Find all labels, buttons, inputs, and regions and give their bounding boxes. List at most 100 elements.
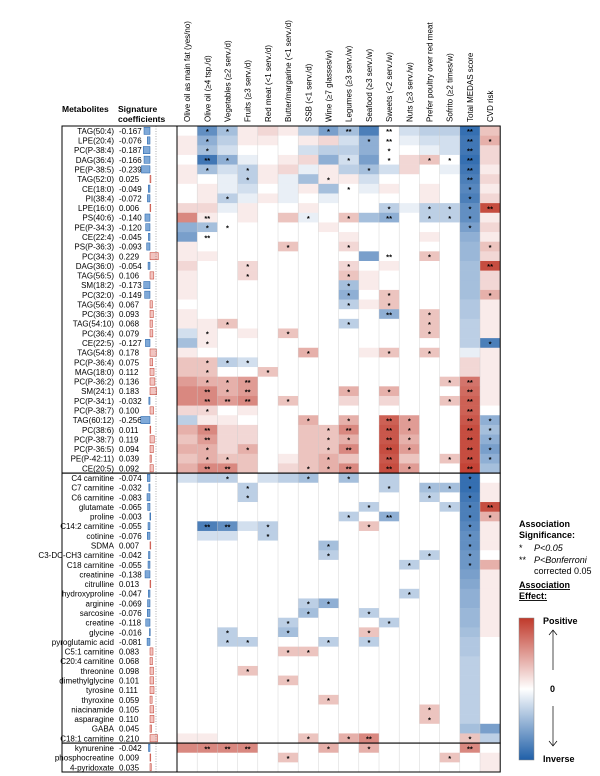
metabolite-label: SM(24:1)	[81, 387, 114, 396]
heatmap-cell	[298, 299, 319, 310]
heatmap-cell	[278, 588, 299, 599]
heatmap-cell	[439, 444, 461, 455]
significance-mark: **	[467, 455, 473, 464]
heatmap-cell	[217, 608, 238, 619]
heatmap-cell	[459, 453, 481, 464]
heatmap-cell	[338, 145, 360, 156]
coefficient-bar	[146, 493, 151, 502]
heatmap-cell	[338, 617, 360, 628]
heatmap-cell	[217, 733, 238, 744]
heatmap-cell	[318, 367, 339, 377]
significance-mark: *	[347, 513, 350, 522]
heatmap-cell	[298, 193, 319, 204]
heatmap-cell	[480, 656, 501, 667]
heatmap-cell	[237, 367, 259, 377]
significance-mark: *	[468, 542, 471, 551]
heatmap-cell	[358, 627, 380, 638]
heatmap-cell	[278, 270, 299, 281]
heatmap-cell	[399, 203, 420, 214]
metabolite-label: hydroxyproline	[62, 590, 115, 599]
heatmap-cell	[177, 492, 198, 503]
heatmap-cell	[338, 270, 360, 281]
heatmap-cell	[237, 289, 259, 300]
heatmap-cell	[439, 733, 461, 744]
heatmap-cell	[177, 588, 198, 599]
heatmap-cell	[338, 762, 360, 773]
heatmap-cell	[237, 463, 259, 474]
heatmap-cell	[338, 174, 360, 185]
heatmap-cell	[358, 762, 380, 773]
heatmap-cell	[257, 694, 279, 705]
heatmap-cell	[358, 222, 380, 233]
heatmap-cell	[338, 511, 360, 522]
heatmap-cell	[237, 511, 259, 522]
heatmap-cell	[298, 174, 319, 185]
metabolite-label: PC(36:4)	[82, 329, 114, 338]
significance-mark: *	[226, 127, 229, 136]
heatmap-cell	[379, 733, 400, 744]
heatmap-cell	[278, 463, 299, 474]
heatmap-cell	[278, 183, 299, 194]
coefficient-label: 0.013	[119, 580, 140, 589]
heatmap-cell	[480, 473, 501, 484]
metabolite-label: DAG(36:4)	[76, 156, 115, 165]
heatmap-cell	[399, 627, 420, 638]
heatmap-cell	[419, 280, 440, 291]
heatmap-cell	[298, 309, 319, 320]
heatmap-cell	[257, 280, 279, 291]
heatmap-cell	[237, 559, 259, 570]
heatmap-cell	[358, 540, 380, 551]
heatmap-cell	[278, 646, 299, 657]
coefficient-bar	[148, 233, 151, 241]
heatmap-cell	[318, 318, 339, 329]
heatmap-cell	[278, 357, 299, 368]
heatmap-cell	[399, 424, 420, 435]
significance-mark: *	[367, 629, 370, 638]
heatmap-cell	[257, 762, 279, 773]
heatmap-cell	[217, 280, 238, 291]
significance-mark: **	[386, 137, 392, 146]
heatmap-cell	[257, 154, 279, 165]
heatmap-cell	[257, 723, 279, 734]
heatmap-cell	[399, 637, 420, 647]
heatmap-cell	[197, 395, 218, 406]
heatmap-cell	[257, 627, 279, 638]
heatmap-cell	[318, 424, 339, 435]
heatmap-cell	[197, 415, 218, 426]
heatmap-cell	[257, 395, 279, 406]
heatmap-cell	[419, 232, 440, 242]
significance-mark: *	[468, 523, 471, 532]
heatmap-cell	[257, 598, 279, 609]
heatmap-cell	[177, 559, 198, 570]
heatmap-cell	[419, 424, 440, 435]
heatmap-cell	[439, 752, 461, 763]
coefficient-label: 0.112	[119, 368, 139, 377]
heatmap-cell	[217, 511, 238, 522]
heatmap-cell	[197, 704, 218, 715]
significance-mark: *	[246, 638, 249, 647]
heatmap-cell	[399, 415, 420, 426]
heatmap-cell	[459, 723, 481, 734]
heatmap-cell	[278, 675, 299, 686]
heatmap-cell	[318, 598, 339, 609]
heatmap-cell	[358, 444, 380, 455]
heatmap-cell	[197, 521, 218, 532]
heatmap-cell	[379, 617, 400, 628]
significance-mark: *	[468, 474, 471, 483]
coefficient-bar	[149, 175, 152, 183]
heatmap-cell	[439, 502, 461, 512]
heatmap-cell	[439, 145, 461, 156]
heatmap-cell	[298, 386, 319, 397]
heatmap-cell	[217, 714, 238, 725]
heatmap-cell	[480, 232, 501, 242]
significance-mark: *	[468, 503, 471, 512]
heatmap-cell	[217, 530, 238, 541]
heatmap-cell	[379, 627, 400, 638]
significance-mark: *	[489, 455, 492, 464]
coefficient-label: -0.049	[119, 185, 142, 194]
significance-mark: **	[204, 233, 210, 242]
significance-mark: **	[346, 465, 352, 474]
heatmap-cell	[177, 685, 198, 696]
heatmap-cell	[197, 424, 218, 435]
significance-mark: *	[347, 156, 350, 165]
